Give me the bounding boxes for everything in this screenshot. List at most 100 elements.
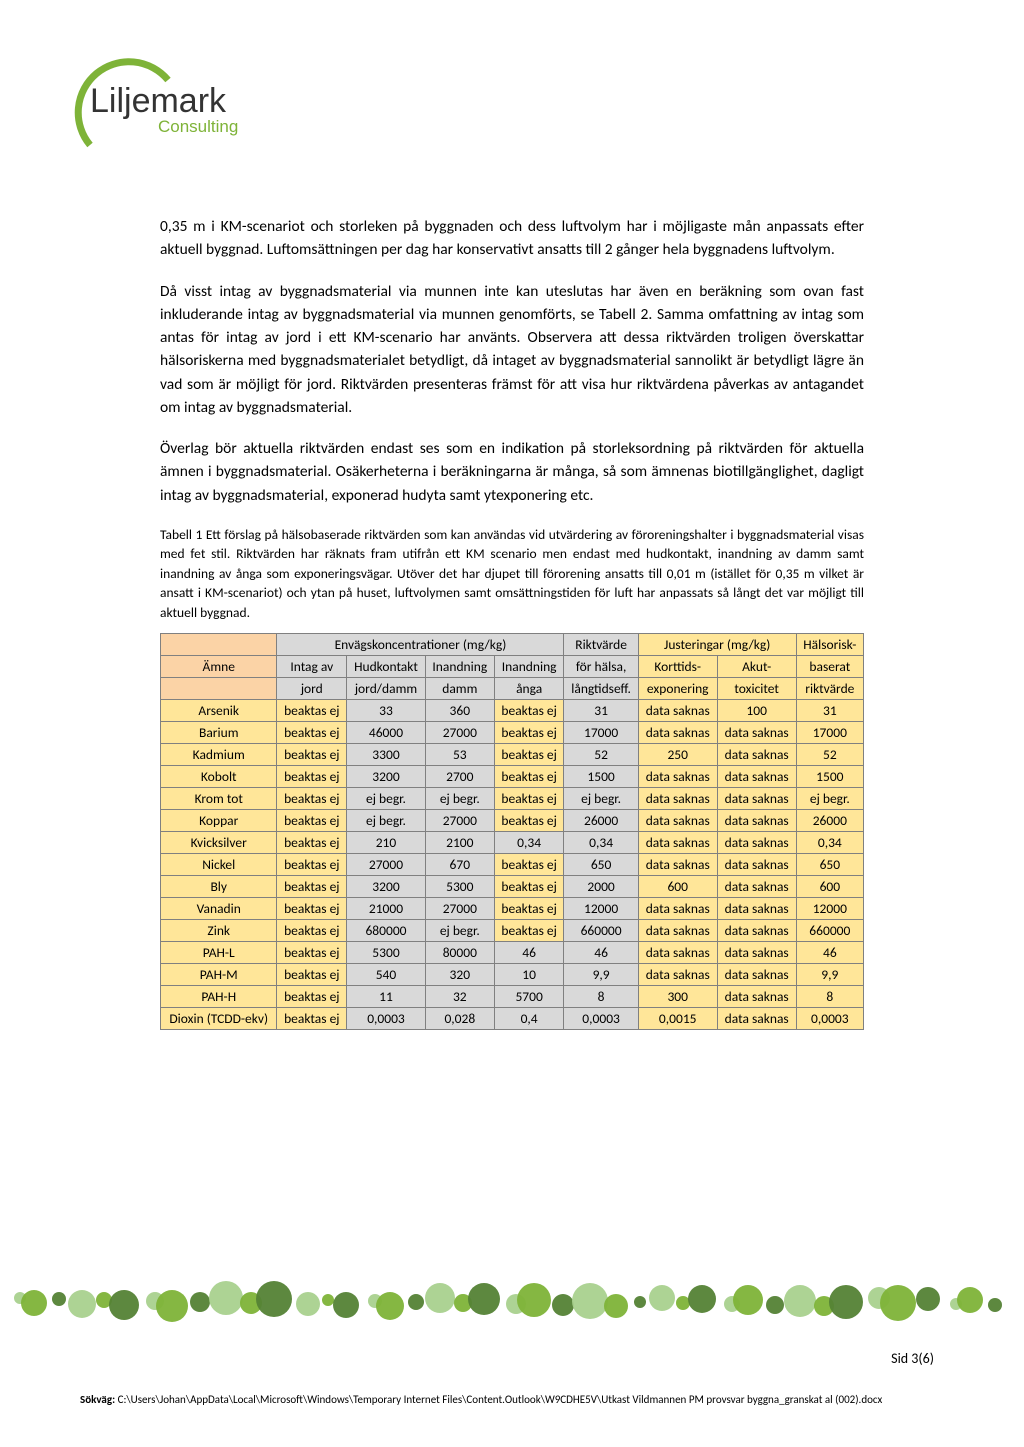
table-cell: data saknas <box>717 809 796 831</box>
paragraph-3: Överlag bör aktuella riktvärden endast s… <box>160 437 864 507</box>
th-intag: Intag av <box>277 655 347 677</box>
table-cell: beaktas ej <box>277 787 347 809</box>
table-cell: 0,34 <box>564 831 638 853</box>
table-cell: 46 <box>564 941 638 963</box>
table-cell: ej begr. <box>425 919 494 941</box>
table-cell: beaktas ej <box>494 897 564 919</box>
table-cell: 0,4 <box>494 1007 564 1029</box>
table-cell: Arsenik <box>161 699 277 721</box>
table-cell: 650 <box>796 853 863 875</box>
table-cell: 80000 <box>425 941 494 963</box>
table-cell: 0,028 <box>425 1007 494 1029</box>
table-cell: PAH-H <box>161 985 277 1007</box>
table-cell: beaktas ej <box>277 897 347 919</box>
table-cell: beaktas ej <box>277 875 347 897</box>
table-cell: beaktas ej <box>277 985 347 1007</box>
table-cell: 2700 <box>425 765 494 787</box>
document-page: Liljemark Consulting 0,35 m i KM-scenari… <box>0 0 1024 1447</box>
svg-text:Liljemark: Liljemark <box>90 82 227 120</box>
table-cell: beaktas ej <box>277 963 347 985</box>
table-cell: 33 <box>347 699 426 721</box>
table-cell: 17000 <box>796 721 863 743</box>
table-cell: ej begr. <box>425 787 494 809</box>
table-cell: 27000 <box>425 897 494 919</box>
table-cell: 11 <box>347 985 426 1007</box>
table-cell: 680000 <box>347 919 426 941</box>
th-bas2: riktvärde <box>796 677 863 699</box>
th-kort: Korttids- <box>638 655 717 677</box>
table-cell: Zink <box>161 919 277 941</box>
table-cell: beaktas ej <box>277 699 347 721</box>
table-cell: 52 <box>564 743 638 765</box>
table-cell: 100 <box>717 699 796 721</box>
table-row: PAH-Lbeaktas ej5300800004646data saknasd… <box>161 941 864 963</box>
table-cell: 26000 <box>564 809 638 831</box>
th-hud: Hudkontakt <box>347 655 426 677</box>
table-cell: data saknas <box>717 853 796 875</box>
table-cell: beaktas ej <box>277 1007 347 1029</box>
th-damm2: damm <box>425 677 494 699</box>
paragraph-2: Då visst intag av byggnadsmaterial via m… <box>160 280 864 420</box>
table-cell: beaktas ej <box>277 743 347 765</box>
table-cell: data saknas <box>717 787 796 809</box>
table-cell: beaktas ej <box>494 853 564 875</box>
th-hud2: jord/damm <box>347 677 426 699</box>
table-cell: 0,0015 <box>638 1007 717 1029</box>
table-header-2: jord jord/damm damm ånga långtidseff. ex… <box>161 677 864 699</box>
table-cell: beaktas ej <box>494 743 564 765</box>
table-cell: 31 <box>564 699 638 721</box>
table-cell: ej begr. <box>564 787 638 809</box>
table-cell: 27000 <box>425 721 494 743</box>
table-cell: 46 <box>494 941 564 963</box>
th-blank2 <box>161 677 277 699</box>
table-cell: 3300 <box>347 743 426 765</box>
table-cell: data saknas <box>717 1007 796 1029</box>
table-cell: 53 <box>425 743 494 765</box>
table-cell: 3200 <box>347 765 426 787</box>
table-cell: 5300 <box>347 941 426 963</box>
table-cell: Kobolt <box>161 765 277 787</box>
table-cell: Kadmium <box>161 743 277 765</box>
table-cell: Bly <box>161 875 277 897</box>
table-cell: 0,34 <box>796 831 863 853</box>
table-cell: data saknas <box>717 919 796 941</box>
table-cell: 650 <box>564 853 638 875</box>
table-row: Kvicksilverbeaktas ej21021000,340,34data… <box>161 831 864 853</box>
table-cell: 320 <box>425 963 494 985</box>
table-cell: beaktas ej <box>494 809 564 831</box>
th-hals: Hälsorisk- <box>796 633 863 655</box>
table-cell: Kvicksilver <box>161 831 277 853</box>
table-group-header: Envägskoncentrationer (mg/kg) Riktvärde … <box>161 633 864 655</box>
table-row: PAH-Hbeaktas ej113257008300data saknas8 <box>161 985 864 1007</box>
table-cell: 3200 <box>347 875 426 897</box>
table-cell: 2000 <box>564 875 638 897</box>
table-row: Kadmiumbeaktas ej330053beaktas ej52250da… <box>161 743 864 765</box>
paragraph-1: 0,35 m i KM-scenariot och storleken på b… <box>160 215 864 262</box>
table-cell: data saknas <box>638 919 717 941</box>
table-cell: 250 <box>638 743 717 765</box>
th-anga: Inandning <box>494 655 564 677</box>
table-cell: PAH-L <box>161 941 277 963</box>
table-cell: Krom tot <box>161 787 277 809</box>
th-blank <box>161 633 277 655</box>
table-cell: 0,34 <box>494 831 564 853</box>
table-header-1: Ämne Intag av Hudkontakt Inandning Inand… <box>161 655 864 677</box>
table-cell: beaktas ej <box>277 919 347 941</box>
table-cell: 0,0003 <box>347 1007 426 1029</box>
table-cell: Barium <box>161 721 277 743</box>
table-cell: 27000 <box>425 809 494 831</box>
table-cell: 0,0003 <box>564 1007 638 1029</box>
table-cell: ej begr. <box>347 809 426 831</box>
footer-file-path: Sökväg: C:\Users\Johan\AppData\Local\Mic… <box>80 1393 944 1407</box>
table-cell: data saknas <box>717 985 796 1007</box>
table-cell: data saknas <box>717 897 796 919</box>
table-cell: 26000 <box>796 809 863 831</box>
footer-path-label: Sökväg: <box>80 1393 118 1406</box>
table-cell: Koppar <box>161 809 277 831</box>
table-cell: 210 <box>347 831 426 853</box>
table-cell: ej begr. <box>347 787 426 809</box>
table-cell: beaktas ej <box>277 809 347 831</box>
th-akut2: toxicitet <box>717 677 796 699</box>
th-damm: Inandning <box>425 655 494 677</box>
th-amne: Ämne <box>161 655 277 677</box>
